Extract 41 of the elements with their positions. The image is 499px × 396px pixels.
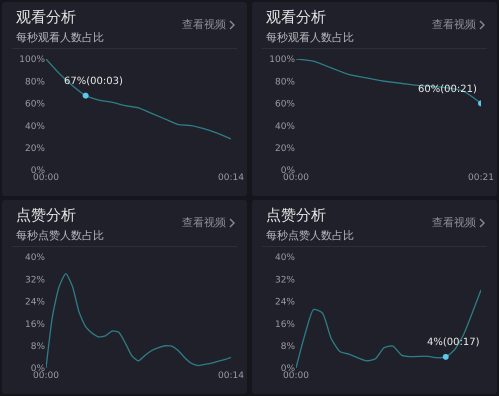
annotation: 67%(00:03) — [64, 76, 123, 87]
chart-title: 点赞分析 — [16, 206, 76, 225]
x-tick-label: 00:21 — [468, 173, 494, 183]
y-tick-label: 32% — [274, 275, 296, 286]
chart-title: 观看分析 — [16, 8, 76, 27]
y-tick-label: 40% — [24, 122, 46, 132]
y-tick-label: 60% — [24, 100, 46, 110]
text: 查看视频 — [432, 17, 476, 32]
x-tick-label: 00:14 — [218, 173, 244, 183]
y-tick-label: 24% — [274, 298, 296, 308]
x-tick-label: 00:14 — [218, 371, 244, 381]
annotation: 4%(00:17) — [427, 337, 480, 348]
line-series — [296, 289, 481, 368]
chart-title: 点赞分析 — [266, 206, 326, 225]
y-tick-label: 40% — [274, 122, 296, 132]
chart-subtitle: 每秒点赞人数占比 — [16, 228, 104, 243]
y-tick-label: 8% — [30, 342, 46, 352]
annotation: 60%(00:21) — [418, 84, 477, 95]
text: 查看视频 — [182, 17, 226, 32]
y-tick-label: 16% — [24, 320, 46, 330]
chart-title: 观看分析 — [266, 8, 326, 27]
line-series — [46, 273, 231, 368]
y-tick-label: 40% — [24, 253, 46, 264]
y-tick-label: 100% — [19, 55, 46, 66]
line-series — [46, 59, 231, 140]
chart-subtitle: 每秒观看人数占比 — [266, 30, 354, 45]
y-tick-label: 80% — [24, 77, 46, 88]
text: 查看视频 — [182, 215, 226, 230]
y-tick-label: 20% — [24, 144, 46, 154]
y-tick-label: 20% — [274, 144, 296, 154]
text: 查看视频 — [432, 215, 476, 230]
chart-subtitle: 每秒点赞人数占比 — [266, 228, 354, 243]
y-tick-label: 8% — [280, 342, 296, 352]
y-tick-label: 16% — [274, 320, 296, 330]
y-tick-label: 24% — [24, 298, 46, 308]
chart-subtitle: 每秒观看人数占比 — [16, 30, 104, 45]
y-tick-label: 60% — [274, 100, 296, 110]
y-tick-label: 100% — [269, 55, 296, 66]
y-tick-label: 32% — [24, 275, 46, 286]
y-tick-label: 40% — [274, 253, 296, 264]
y-tick-label: 80% — [274, 77, 296, 88]
